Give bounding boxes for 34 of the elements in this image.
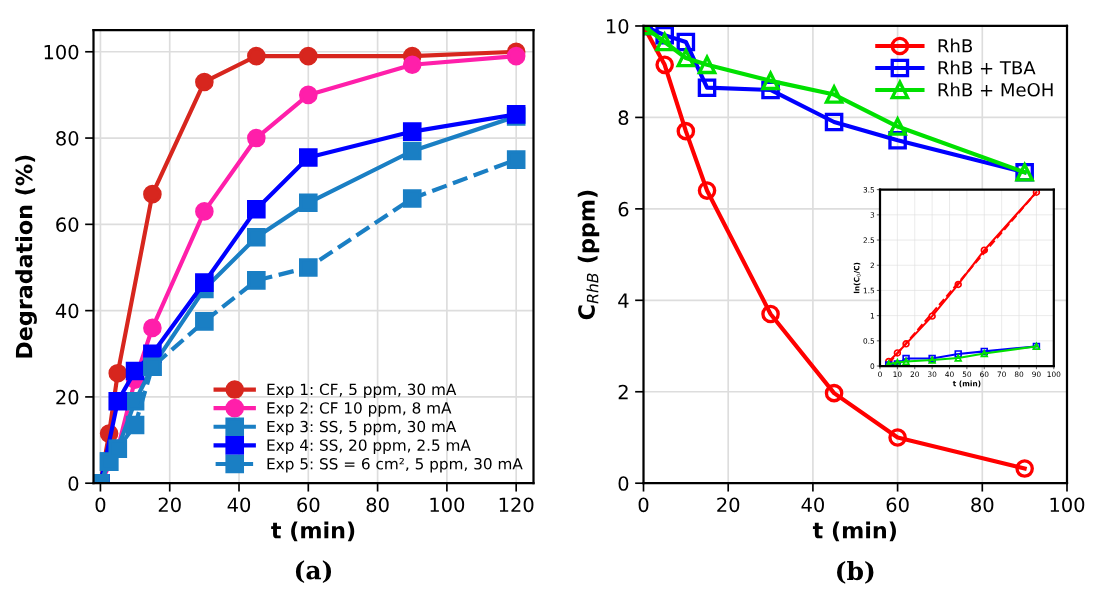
- y-tick-label: 20: [56, 389, 79, 405]
- y-tick-label: 6: [618, 201, 629, 217]
- x-tick-label: 100: [430, 497, 465, 513]
- y-tick-label: 60: [56, 217, 79, 233]
- y-axis-title: C$_{RhB}$ (ppm): [577, 190, 600, 320]
- y-axis-title: Degradation (%): [15, 155, 37, 358]
- legend-label: RhB: [938, 38, 972, 53]
- x-tick-label: 40: [227, 497, 251, 513]
- x-tick-label: 120: [499, 497, 534, 513]
- x-axis-title: t (min): [812, 521, 896, 542]
- y-tick-label: 2: [618, 384, 628, 400]
- x-tick-label: 60: [297, 497, 320, 513]
- x-tick-label: 20: [158, 497, 181, 513]
- x-tick-label: 80: [971, 497, 994, 513]
- y-tick-label: 100: [44, 44, 79, 60]
- x-tick-label: 80: [366, 497, 389, 513]
- legend-label: RhB + TBA: [938, 60, 1036, 75]
- y-tick-label: 0: [618, 476, 629, 491]
- x-tick-label: 100: [1050, 497, 1085, 513]
- y-tick-label: 10: [607, 18, 629, 34]
- y-tick-label: 80: [56, 131, 79, 146]
- x-tick-label: 0: [638, 497, 649, 513]
- legend-label: RhB + MeOH: [938, 82, 1053, 97]
- x-tick-label: 40: [801, 497, 824, 513]
- text: (b): [837, 560, 874, 584]
- y-tick-label: 8: [618, 110, 629, 126]
- x-tick-label: 0: [95, 497, 106, 513]
- y-tick-label: 40: [55, 303, 79, 319]
- x-tick-label: 20: [717, 497, 740, 513]
- x-axis-title: t (min): [271, 521, 355, 542]
- x-tick-label: 60: [886, 497, 909, 513]
- text: (a): [295, 560, 332, 584]
- y-tick-label: 0: [68, 476, 79, 491]
- y-tick-label: 4: [618, 293, 629, 308]
